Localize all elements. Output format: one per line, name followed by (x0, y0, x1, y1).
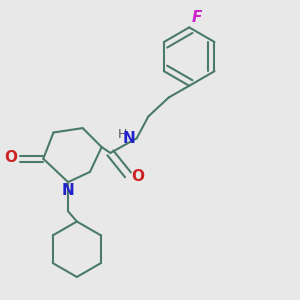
Text: F: F (192, 10, 202, 25)
Text: N: N (62, 183, 74, 198)
Text: O: O (4, 150, 18, 165)
Text: H: H (118, 128, 128, 141)
Text: N: N (123, 131, 136, 146)
Text: O: O (131, 169, 144, 184)
